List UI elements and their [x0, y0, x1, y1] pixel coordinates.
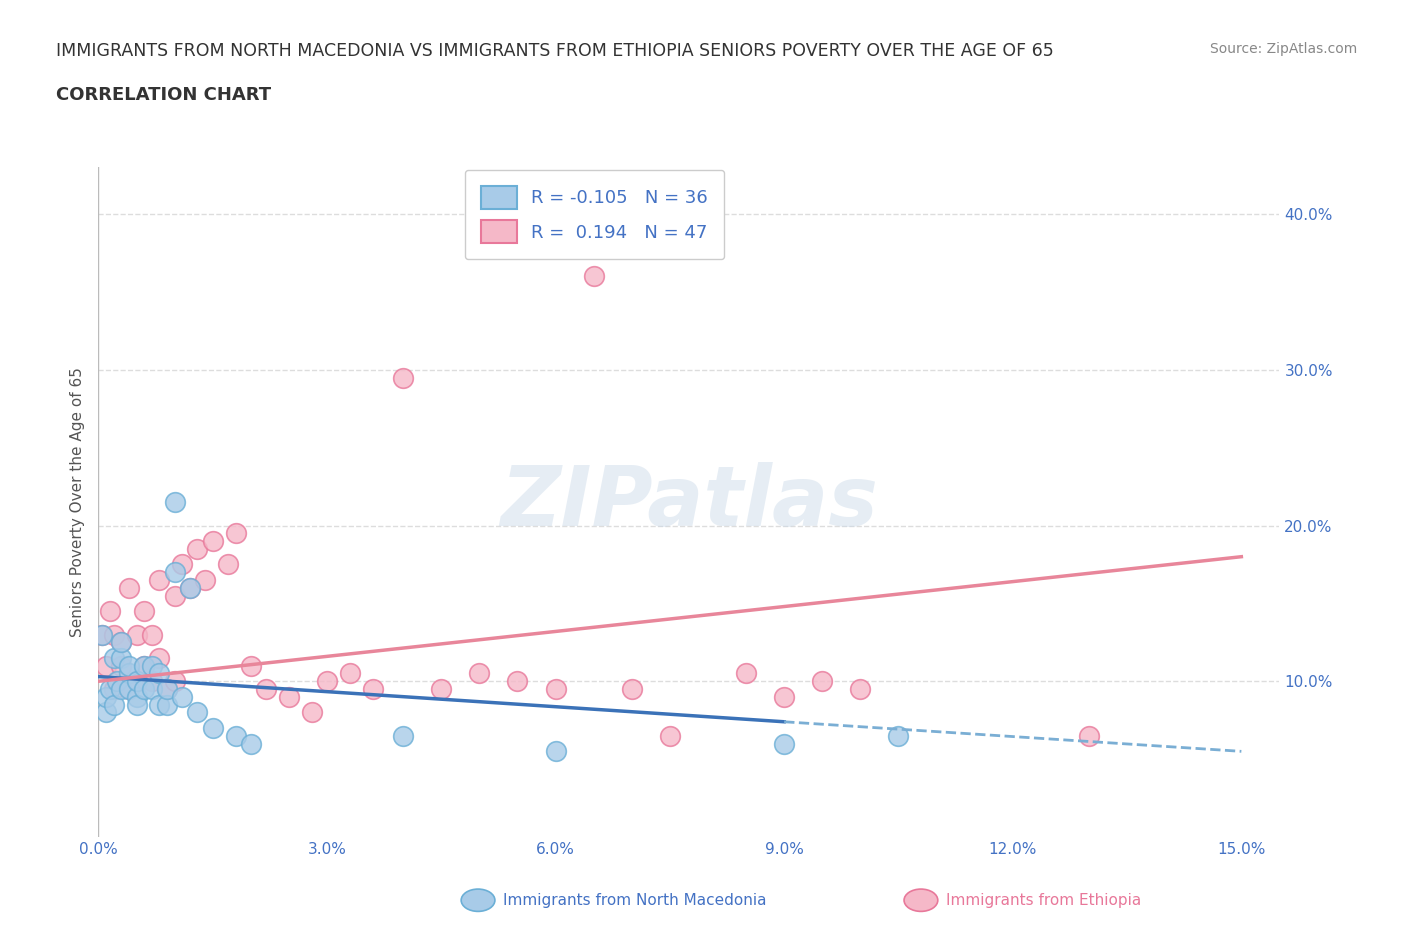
Point — [103, 698, 125, 712]
Point — [98, 604, 121, 618]
Point — [118, 666, 141, 681]
Point — [811, 674, 834, 689]
Point — [118, 682, 141, 697]
Point — [179, 580, 201, 595]
Point — [110, 635, 132, 650]
Point — [392, 370, 415, 385]
Text: CORRELATION CHART: CORRELATION CHART — [56, 86, 271, 103]
Point — [141, 627, 163, 642]
Point — [361, 682, 384, 697]
Point — [91, 627, 114, 642]
Point — [172, 689, 194, 704]
Point — [620, 682, 643, 697]
Point — [544, 744, 567, 759]
Point — [277, 689, 299, 704]
Point — [98, 682, 121, 697]
Point — [125, 698, 148, 712]
Point — [887, 728, 910, 743]
Point — [468, 666, 491, 681]
Point — [141, 658, 163, 673]
Point — [91, 627, 114, 642]
Point — [201, 721, 224, 736]
Text: ZIPatlas: ZIPatlas — [501, 461, 877, 543]
Point — [94, 689, 117, 704]
Point — [239, 737, 262, 751]
Point — [392, 728, 415, 743]
Point — [148, 698, 170, 712]
Point — [1078, 728, 1101, 743]
Point — [110, 650, 132, 665]
Point — [134, 682, 156, 697]
Point — [125, 674, 148, 689]
Point — [339, 666, 361, 681]
Point — [163, 565, 186, 579]
Point — [118, 580, 141, 595]
Point — [107, 674, 129, 689]
Point — [239, 658, 262, 673]
Point — [148, 650, 170, 665]
Point — [194, 573, 217, 588]
Point — [658, 728, 681, 743]
Point — [179, 580, 201, 595]
Point — [110, 658, 132, 673]
Point — [773, 737, 796, 751]
Legend: R = -0.105   N = 36, R =  0.194   N = 47: R = -0.105 N = 36, R = 0.194 N = 47 — [464, 170, 724, 259]
Point — [849, 682, 872, 697]
Point — [103, 650, 125, 665]
Point — [110, 682, 132, 697]
Point — [141, 682, 163, 697]
Point — [118, 682, 141, 697]
Point — [134, 658, 156, 673]
Point — [186, 705, 208, 720]
Point — [125, 689, 148, 704]
Text: Source: ZipAtlas.com: Source: ZipAtlas.com — [1209, 42, 1357, 56]
Point — [201, 534, 224, 549]
Point — [103, 682, 125, 697]
Point — [172, 557, 194, 572]
Point — [163, 674, 186, 689]
Point — [94, 658, 117, 673]
Point — [582, 269, 605, 284]
Text: IMMIGRANTS FROM NORTH MACEDONIA VS IMMIGRANTS FROM ETHIOPIA SENIORS POVERTY OVER: IMMIGRANTS FROM NORTH MACEDONIA VS IMMIG… — [56, 42, 1054, 60]
Point — [163, 588, 186, 603]
Point — [156, 698, 179, 712]
Point — [506, 674, 529, 689]
Point — [156, 682, 179, 697]
Y-axis label: Seniors Poverty Over the Age of 65: Seniors Poverty Over the Age of 65 — [69, 367, 84, 637]
Point — [148, 573, 170, 588]
Point — [103, 627, 125, 642]
Point — [254, 682, 277, 697]
Point — [141, 674, 163, 689]
Point — [134, 604, 156, 618]
Point — [225, 728, 247, 743]
Point — [125, 627, 148, 642]
Point — [544, 682, 567, 697]
Point — [225, 525, 247, 540]
Point — [163, 495, 186, 510]
Point — [430, 682, 453, 697]
Point — [773, 689, 796, 704]
Point — [94, 705, 117, 720]
Text: Immigrants from Ethiopia: Immigrants from Ethiopia — [946, 893, 1142, 908]
Point — [110, 635, 132, 650]
Point — [217, 557, 239, 572]
Point — [125, 674, 148, 689]
Point — [148, 666, 170, 681]
Point — [316, 674, 339, 689]
Point — [118, 658, 141, 673]
Point — [735, 666, 758, 681]
Point — [134, 658, 156, 673]
Point — [301, 705, 323, 720]
Point — [156, 682, 179, 697]
Text: Immigrants from North Macedonia: Immigrants from North Macedonia — [503, 893, 766, 908]
Point — [186, 541, 208, 556]
